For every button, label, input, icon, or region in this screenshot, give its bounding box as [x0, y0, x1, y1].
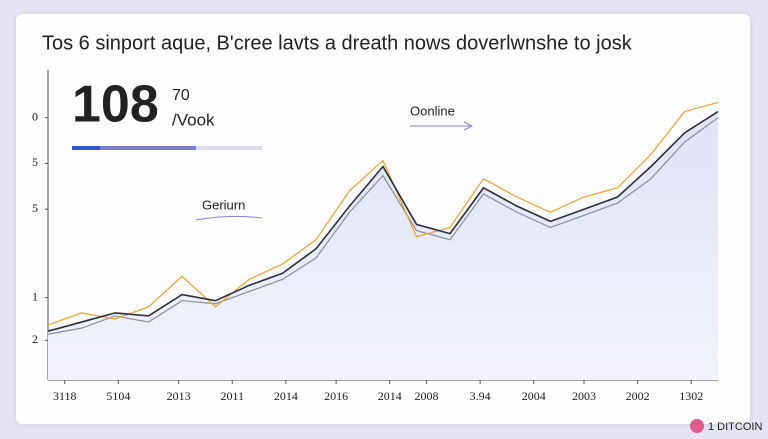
brand-logo: [690, 419, 704, 433]
headline-sup: 70: [172, 87, 190, 104]
area: [48, 111, 718, 380]
x-tick-label: 3.94: [470, 389, 491, 403]
y-tick-label: 5: [32, 155, 38, 169]
x-tick-label: 2002: [626, 389, 650, 403]
x-tick-label: 2013: [167, 389, 191, 403]
annotation-arrow-head: [463, 121, 474, 131]
x-tick-label: 2014: [378, 389, 402, 403]
x-tick-label: 2004: [522, 389, 546, 403]
progress-track: [196, 146, 262, 150]
y-tick-label: 5: [32, 201, 38, 215]
headline-unit: /Vook: [172, 110, 215, 129]
x-tick-label: 1302: [679, 389, 703, 403]
annotation-underline: [195, 215, 263, 221]
x-tick-label: 2008: [415, 389, 439, 403]
line: [47, 101, 719, 326]
y-tick-label: 2: [32, 332, 38, 346]
progress-segment: [100, 146, 196, 150]
x-tick-label: 2011: [220, 389, 244, 403]
line: [47, 117, 719, 335]
line: [47, 110, 719, 332]
chart-title: Tos 6 sinport aque, B'cree lavts a dreat…: [42, 32, 633, 54]
x-tick-label: 2003: [572, 389, 596, 403]
x-tick-label: 3118: [53, 389, 77, 403]
headline-value: 108: [72, 76, 159, 134]
y-tick-label: 0: [32, 109, 38, 123]
y-tick-label: 1: [32, 289, 38, 303]
annotation: Oonline: [410, 103, 455, 118]
brand: 1 DITCOIN: [708, 421, 762, 433]
x-tick-label: 2014: [274, 389, 298, 403]
plot: [47, 101, 719, 380]
progress-segment: [72, 146, 100, 150]
annotation: Geriurn: [202, 197, 245, 212]
x-tick-label: 5104: [106, 389, 130, 403]
x-tick-label: 2016: [324, 389, 348, 403]
